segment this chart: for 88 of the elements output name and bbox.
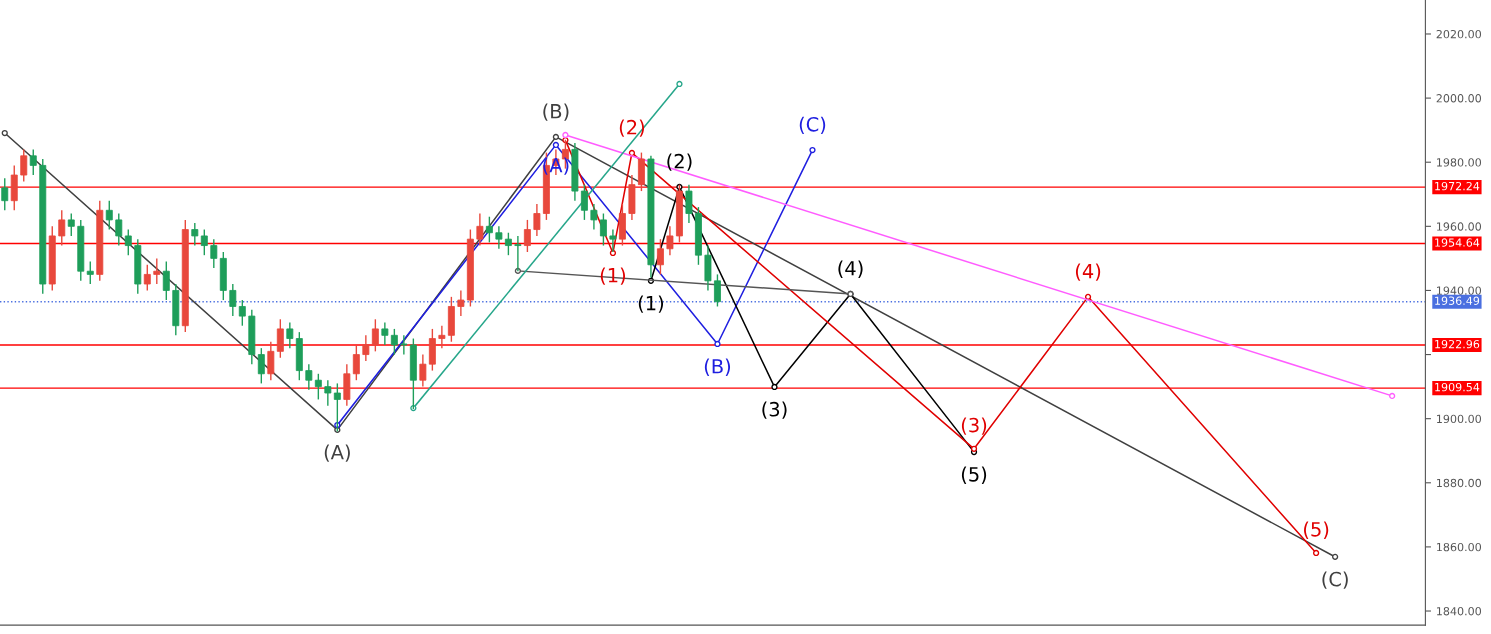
candlestick: [229, 283, 237, 317]
point: [1331, 553, 1339, 560]
candlestick: [381, 321, 389, 346]
candlestick: [20, 148, 28, 183]
candlestick: [124, 228, 132, 256]
candlestick: [257, 347, 265, 385]
ref-line-label: 1922.96: [1435, 339, 1480, 349]
annotation: (5): [1304, 521, 1329, 539]
candlestick: [362, 334, 370, 362]
point: [552, 133, 560, 141]
annotation: (3): [961, 417, 987, 435]
point: [676, 80, 683, 88]
ref-line-label: 1909.54: [1435, 382, 1480, 392]
annotation: (4): [838, 260, 863, 278]
candlestick: [238, 299, 246, 327]
candlestick: [143, 264, 151, 292]
point: [1312, 549, 1320, 557]
y-tick-label: 1900.00: [1437, 414, 1482, 424]
candlestick: [495, 225, 503, 250]
candlestick: [656, 238, 664, 276]
candlestick: [305, 363, 313, 391]
candlestick: [105, 199, 113, 231]
candlestick: [713, 273, 721, 308]
candlestick: [200, 228, 208, 256]
candlestick: [666, 225, 674, 256]
candlestick: [324, 379, 332, 407]
candlestick: [685, 183, 693, 224]
candlestick: [485, 216, 493, 244]
candlestick: [67, 212, 75, 237]
annotation: (A): [324, 444, 350, 462]
candlestick: [438, 325, 446, 349]
candlestick: [476, 212, 484, 247]
y-tick-label: 1980.00: [1437, 158, 1482, 167]
y-tick-label: 1860.00: [1437, 542, 1482, 552]
point: [1084, 293, 1092, 300]
candlestick: [352, 344, 360, 381]
candlestick: [86, 260, 94, 285]
candlestick: [267, 341, 275, 381]
ref-line-label: 1954.64: [1435, 238, 1480, 247]
candlestick: [599, 212, 607, 247]
y-tick-label: 1940.00: [1437, 286, 1482, 295]
point: [562, 131, 569, 139]
point: [1389, 392, 1396, 400]
candlestick: [371, 318, 379, 353]
candlestick: [210, 238, 218, 269]
y-tick-label: 1840.00: [1437, 606, 1482, 616]
candlestick: [286, 321, 294, 349]
annotation: (C): [1322, 571, 1348, 589]
candlestick: [58, 209, 66, 247]
candlestick: [523, 219, 531, 253]
candlestick: [590, 203, 598, 231]
y-tick-label: 2000.00: [1436, 94, 1482, 103]
annotation: (2): [667, 153, 692, 171]
y-tick-label: 1960.00: [1437, 222, 1482, 231]
candlestick: [276, 318, 284, 359]
annotation: (2): [619, 119, 645, 137]
ref-line-label: 1936.49: [1435, 296, 1480, 305]
annotation: (4): [1075, 263, 1101, 281]
candlestick: [162, 260, 170, 301]
candlestick: [419, 353, 427, 388]
candlestick: [314, 373, 322, 401]
candlestick: [580, 183, 588, 221]
y-tick-label: 2020.00: [1436, 29, 1482, 39]
candlestick: [29, 148, 37, 176]
point: [628, 149, 636, 157]
ref-line-label: 1972.24: [1435, 181, 1480, 191]
candlestick: [1, 177, 9, 211]
annotation: (1): [638, 295, 664, 313]
candlestick: [115, 212, 123, 247]
point: [970, 445, 978, 452]
annotation: (B): [704, 358, 731, 376]
y-tick-label: 1880.00: [1437, 478, 1482, 488]
annotation: (B): [543, 103, 569, 121]
candlestick: [153, 257, 161, 285]
point: [771, 383, 778, 391]
candlestick: [400, 334, 408, 356]
point: [1, 129, 8, 137]
point: [809, 146, 816, 154]
candlestick: [457, 289, 465, 317]
point: [714, 340, 721, 348]
candlestick: [533, 203, 541, 237]
candlestick: [191, 222, 199, 247]
point: [552, 141, 560, 149]
candlestick: [504, 232, 512, 256]
annotation: (5): [961, 466, 987, 484]
candlestick: [390, 328, 398, 356]
annotation: (3): [762, 401, 787, 419]
annotation: (C): [799, 116, 826, 134]
